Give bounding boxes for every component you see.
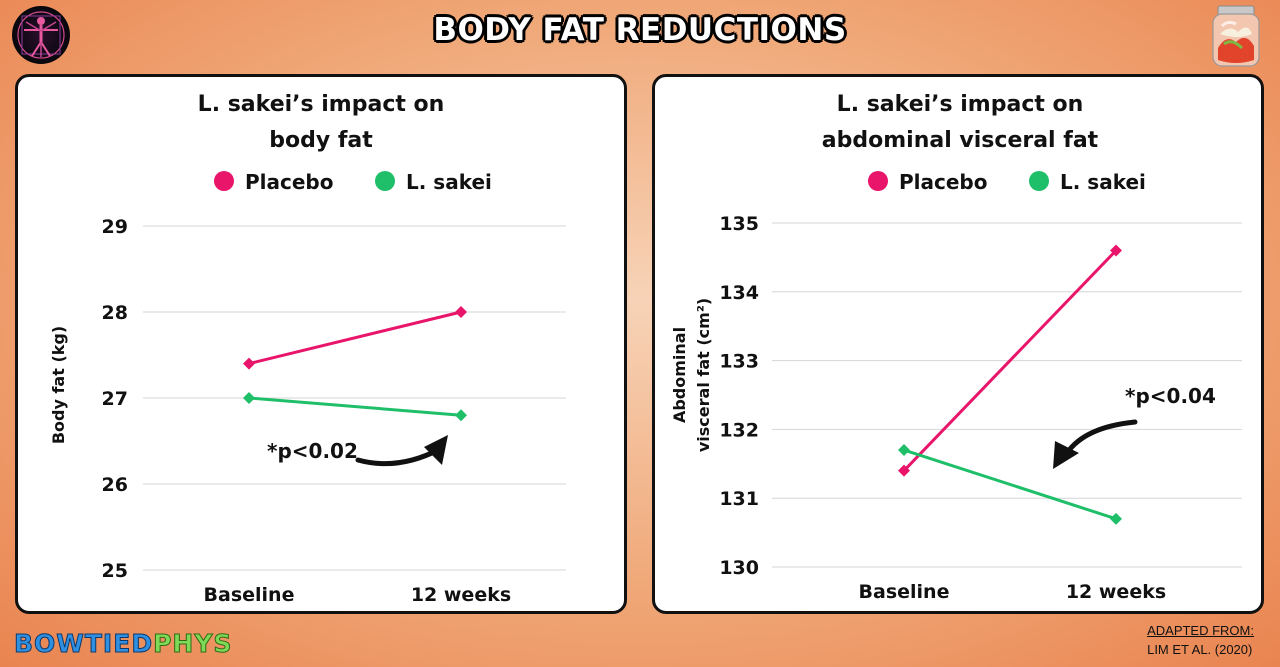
chart-title-line-2: body fat <box>269 128 373 153</box>
y-tick-label: 28 <box>102 302 128 324</box>
legend-marker-placebo <box>214 171 234 191</box>
y-tick-label: 132 <box>719 419 759 441</box>
annotation-arrowhead <box>424 435 448 465</box>
series-line-placebo <box>902 249 1118 472</box>
visceral-fat-chart: L. sakei’s impact on abdominal visceral … <box>670 92 1242 603</box>
legend-marker-lsakei <box>1029 171 1049 191</box>
annotation-arrow <box>1064 419 1138 456</box>
body-fat-chart: L. sakei’s impact on body fat Placebo L.… <box>49 92 566 606</box>
credit-line-2: LIM ET AL. (2020) <box>1147 642 1253 657</box>
y-ticks: 130 131 132 133 134 135 Baseline 12 weeks <box>719 213 1242 603</box>
y-axis-label-line-1: Abdominal <box>670 327 689 423</box>
legend-marker-placebo <box>868 171 888 191</box>
y-ticks: 25 26 27 28 29 Baseline 12 weeks <box>102 216 566 606</box>
y-axis-label-line-2: visceral fat (cm²) <box>694 298 713 452</box>
brand-part-2: PHYS <box>153 629 233 659</box>
y-tick-label: 25 <box>102 560 128 582</box>
chart-title-line-1: L. sakei’s impact on <box>198 92 445 117</box>
brand-part-1: BOWTIED <box>13 629 154 659</box>
chart-title-line-2: abdominal visceral fat <box>822 128 1099 153</box>
legend-label-placebo: Placebo <box>245 170 334 194</box>
source-credit: ADAPTED FROM: LIM ET AL. (2020) <box>1147 621 1254 659</box>
data-point-placebo <box>455 306 467 318</box>
y-tick-label: 29 <box>102 216 128 238</box>
y-tick-label: 131 <box>719 488 759 510</box>
chart-panel-body-fat: L. sakei’s impact on body fat Placebo L.… <box>15 74 627 614</box>
chart-panel-visceral-fat: L. sakei’s impact on abdominal visceral … <box>652 74 1264 614</box>
y-tick-label: 27 <box>102 388 128 410</box>
series-marks <box>898 244 1122 525</box>
significance-annotation: *p<0.02 <box>267 439 358 463</box>
y-tick-label: 26 <box>102 474 128 496</box>
y-tick-label: 130 <box>719 557 759 579</box>
x-tick-label: 12 weeks <box>1066 581 1166 603</box>
vitruvian-man-icon <box>17 11 65 59</box>
y-tick-label: 133 <box>719 351 759 373</box>
kimchi-jar-logo <box>1208 4 1264 68</box>
x-tick-label: Baseline <box>859 581 950 603</box>
data-point-placebo <box>898 464 910 477</box>
data-point-lsakei <box>243 392 255 404</box>
y-tick-label: 134 <box>719 282 759 304</box>
data-point-placebo <box>1110 244 1122 257</box>
data-point-lsakei <box>1110 512 1122 525</box>
series-line-placebo <box>248 310 462 366</box>
legend-label-lsakei: L. sakei <box>1060 170 1146 194</box>
data-point-placebo <box>243 357 255 370</box>
legend-label-lsakei: L. sakei <box>406 170 492 194</box>
legend-marker-lsakei <box>375 171 395 191</box>
x-tick-label: 12 weeks <box>411 584 511 606</box>
y-axis-label: Body fat (kg) <box>49 326 68 444</box>
annotation-arrow <box>355 446 443 467</box>
annotation-arrowhead <box>1053 441 1079 469</box>
data-point-lsakei <box>455 409 467 422</box>
series-marks <box>243 306 467 422</box>
legend-label-placebo: Placebo <box>899 170 988 194</box>
series-line-lsakei <box>248 396 462 417</box>
x-tick-label: Baseline <box>204 584 295 606</box>
credit-line-1: ADAPTED FROM: <box>1147 623 1254 638</box>
vitruvian-logo <box>12 6 70 64</box>
brand-logo-text: BOWTIEDPHYS <box>13 629 233 659</box>
series-line-lsakei <box>903 448 1117 521</box>
significance-annotation: *p<0.04 <box>1125 384 1216 408</box>
kimchi-jar-icon <box>1212 5 1260 67</box>
chart-title-line-1: L. sakei’s impact on <box>837 92 1084 117</box>
data-point-lsakei <box>898 444 910 457</box>
y-tick-label: 135 <box>719 213 759 235</box>
page-title: BODY FAT REDUCTIONS <box>433 12 847 48</box>
